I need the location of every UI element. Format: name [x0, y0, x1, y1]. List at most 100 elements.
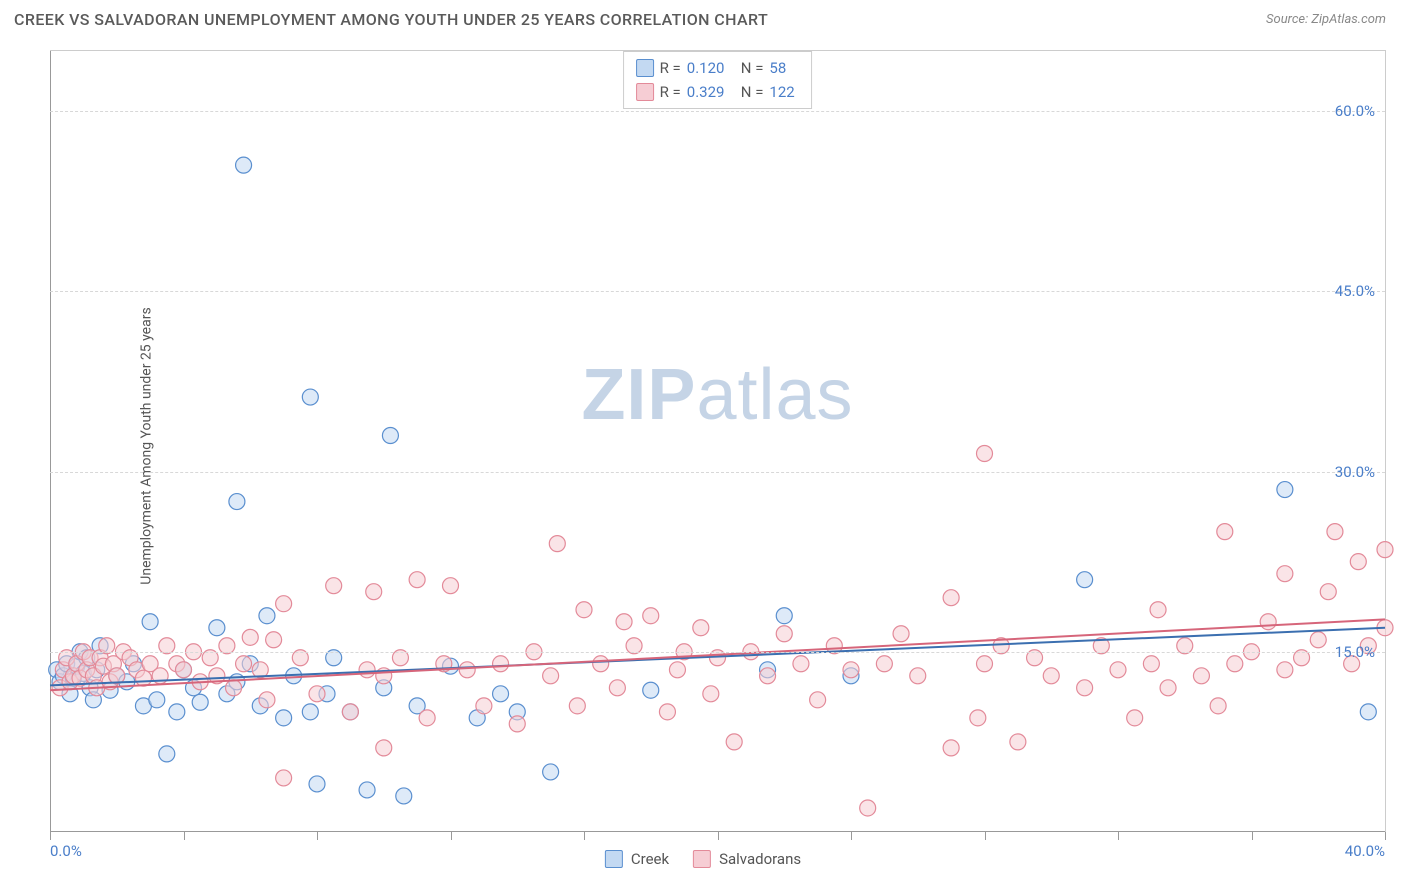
- gridline: [50, 111, 1385, 112]
- data-point: [1077, 680, 1093, 696]
- data-point: [1143, 656, 1159, 672]
- legend-n-label: N =: [741, 80, 764, 104]
- data-point: [493, 686, 509, 702]
- data-point: [326, 578, 342, 594]
- data-point: [493, 656, 509, 672]
- data-point: [1210, 698, 1226, 714]
- data-point: [396, 788, 412, 804]
- data-point: [726, 734, 742, 750]
- legend-swatch: [693, 850, 711, 868]
- data-point: [1277, 662, 1293, 678]
- data-point: [860, 800, 876, 816]
- data-point: [242, 629, 258, 645]
- source-attribution: Source: ZipAtlas.com: [1266, 12, 1386, 27]
- chart-title: CREEK VS SALVADORAN UNEMPLOYMENT AMONG Y…: [14, 10, 768, 29]
- data-point: [309, 686, 325, 702]
- data-point: [229, 494, 245, 510]
- legend-r-label: R =: [660, 56, 681, 80]
- data-point: [543, 668, 559, 684]
- data-point: [569, 698, 585, 714]
- data-point: [549, 536, 565, 552]
- series-legend-label: Salvadorans: [719, 850, 801, 868]
- gridline: [50, 652, 1385, 653]
- legend-r-value: 0.329: [687, 80, 735, 104]
- x-tick-mark: [451, 832, 452, 840]
- data-point: [509, 716, 525, 732]
- data-point: [1377, 542, 1393, 558]
- data-point: [476, 698, 492, 714]
- data-point: [1310, 632, 1326, 648]
- legend-n-value: 122: [769, 80, 799, 104]
- data-point: [1043, 668, 1059, 684]
- data-point: [943, 590, 959, 606]
- data-point: [1010, 734, 1026, 750]
- x-tick-mark: [1118, 832, 1119, 840]
- data-point: [302, 704, 318, 720]
- data-point: [1350, 554, 1366, 570]
- data-point: [1360, 704, 1376, 720]
- data-point: [810, 692, 826, 708]
- x-tick-mark: [184, 832, 185, 840]
- data-point: [616, 614, 632, 630]
- data-point: [910, 668, 926, 684]
- data-point: [176, 662, 192, 678]
- data-point: [703, 686, 719, 702]
- data-point: [359, 662, 375, 678]
- data-point: [776, 608, 792, 624]
- data-point: [259, 692, 275, 708]
- data-point: [409, 572, 425, 588]
- data-point: [793, 656, 809, 672]
- x-tick-label: 0.0%: [50, 842, 82, 860]
- data-point: [576, 602, 592, 618]
- data-point: [643, 608, 659, 624]
- data-point: [382, 427, 398, 443]
- data-point: [1110, 662, 1126, 678]
- y-tick-label: 15.0%: [1335, 643, 1375, 661]
- legend-swatch: [636, 59, 654, 77]
- plot-area: ZIPatlas R =0.120N =58R =0.329N =122 15.…: [50, 50, 1386, 832]
- data-point: [1127, 710, 1143, 726]
- data-point: [236, 656, 252, 672]
- scatter-plot-svg: [50, 51, 1385, 832]
- series-legend-item: Salvadorans: [693, 850, 801, 868]
- data-point: [226, 680, 242, 696]
- data-point: [1150, 602, 1166, 618]
- data-point: [776, 626, 792, 642]
- data-point: [893, 626, 909, 642]
- correlation-legend: R =0.120N =58R = 0.329 N =122: [623, 51, 813, 109]
- chart-header: CREEK VS SALVADORAN UNEMPLOYMENT AMONG Y…: [0, 0, 1406, 39]
- legend-swatch: [636, 83, 654, 101]
- data-point: [1277, 482, 1293, 498]
- data-point: [376, 740, 392, 756]
- correlation-legend-row: R =0.120N =58: [636, 56, 800, 80]
- data-point: [259, 608, 275, 624]
- data-point: [266, 632, 282, 648]
- data-point: [1077, 572, 1093, 588]
- data-point: [609, 680, 625, 696]
- data-point: [1277, 566, 1293, 582]
- data-point: [643, 682, 659, 698]
- data-point: [443, 578, 459, 594]
- data-point: [943, 740, 959, 756]
- data-point: [302, 389, 318, 405]
- data-point: [693, 620, 709, 636]
- data-point: [669, 662, 685, 678]
- data-point: [1327, 524, 1343, 540]
- data-point: [135, 670, 151, 686]
- data-point: [149, 692, 165, 708]
- data-point: [192, 694, 208, 710]
- data-point: [309, 776, 325, 792]
- data-point: [459, 662, 475, 678]
- data-point: [169, 704, 185, 720]
- y-tick-label: 30.0%: [1335, 463, 1375, 481]
- data-point: [977, 446, 993, 462]
- data-point: [1193, 668, 1209, 684]
- data-point: [1320, 584, 1336, 600]
- data-point: [366, 584, 382, 600]
- x-tick-mark: [50, 832, 51, 840]
- legend-swatch: [605, 850, 623, 868]
- data-point: [419, 710, 435, 726]
- data-point: [276, 596, 292, 612]
- data-point: [276, 770, 292, 786]
- data-point: [970, 710, 986, 726]
